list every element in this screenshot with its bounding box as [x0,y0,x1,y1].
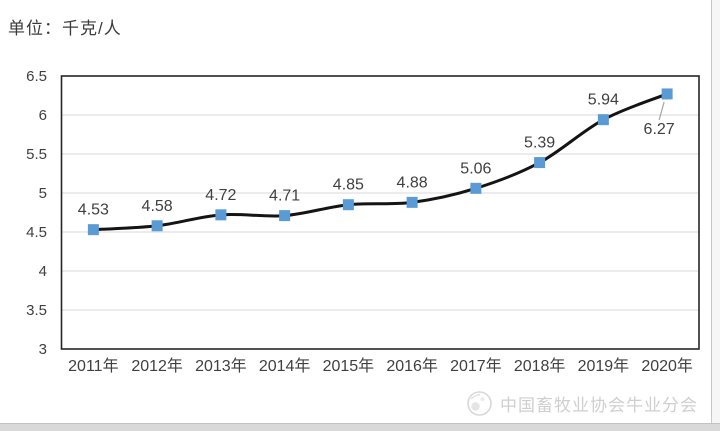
y-tick-label: 6 [39,107,47,124]
data-label: 4.72 [205,187,236,204]
data-label: 6.27 [644,121,675,138]
data-point-marker [597,114,609,126]
x-tick-label: 2018年 [514,357,566,375]
data-label: 4.88 [397,174,428,191]
x-tick-label: 2011年 [68,357,118,375]
data-point-marker [215,209,227,221]
watermark-text: 中国畜牧业协会牛业分会 [500,396,698,415]
y-tick-label: 5 [39,185,47,202]
page-edge-divider [711,0,712,431]
x-tick-label: 2014年 [259,357,311,375]
window-right-edge [712,0,720,431]
plot-border [60,75,700,350]
x-tick-label: 2017年 [450,357,502,375]
data-point-marker [406,196,418,208]
data-label: 5.39 [524,135,555,152]
data-point-marker [279,210,291,222]
horizontal-scrollbar-track[interactable] [0,423,720,431]
series-line [91,92,669,232]
unit-label: 单位：千克/人 [8,19,122,38]
y-tick-label: 4.5 [26,224,47,241]
label-leader-line [658,101,665,121]
y-tick-label: 4 [39,263,47,280]
y-tick-label: 3.5 [26,302,47,319]
x-tick-label: 2020年 [641,357,693,375]
data-label: 5.94 [588,92,619,109]
data-point-marker [470,182,482,194]
y-tick-label: 3 [39,341,47,358]
y-tick-label: 6.5 [26,68,47,85]
data-point-marker [87,224,99,236]
data-point-marker [342,199,354,211]
x-tick-label: 2016年 [386,357,438,375]
data-point-marker [661,88,673,100]
data-point-marker [534,157,546,169]
data-label: 4.71 [269,188,300,205]
data-label: 4.58 [142,198,173,215]
data-label: 4.53 [78,202,109,219]
x-tick-label: 2013年 [195,357,247,375]
x-tick-label: 2019年 [578,357,630,375]
x-tick-label: 2015年 [323,357,375,375]
x-tick-label: 2012年 [131,357,183,375]
watermark: 中国畜牧业协会牛业分会 [466,390,698,417]
data-label: 5.06 [460,160,491,177]
data-point-marker [151,220,163,232]
data-label: 4.85 [333,177,364,194]
association-logo-icon [467,391,492,416]
y-tick-label: 5.5 [26,146,47,163]
